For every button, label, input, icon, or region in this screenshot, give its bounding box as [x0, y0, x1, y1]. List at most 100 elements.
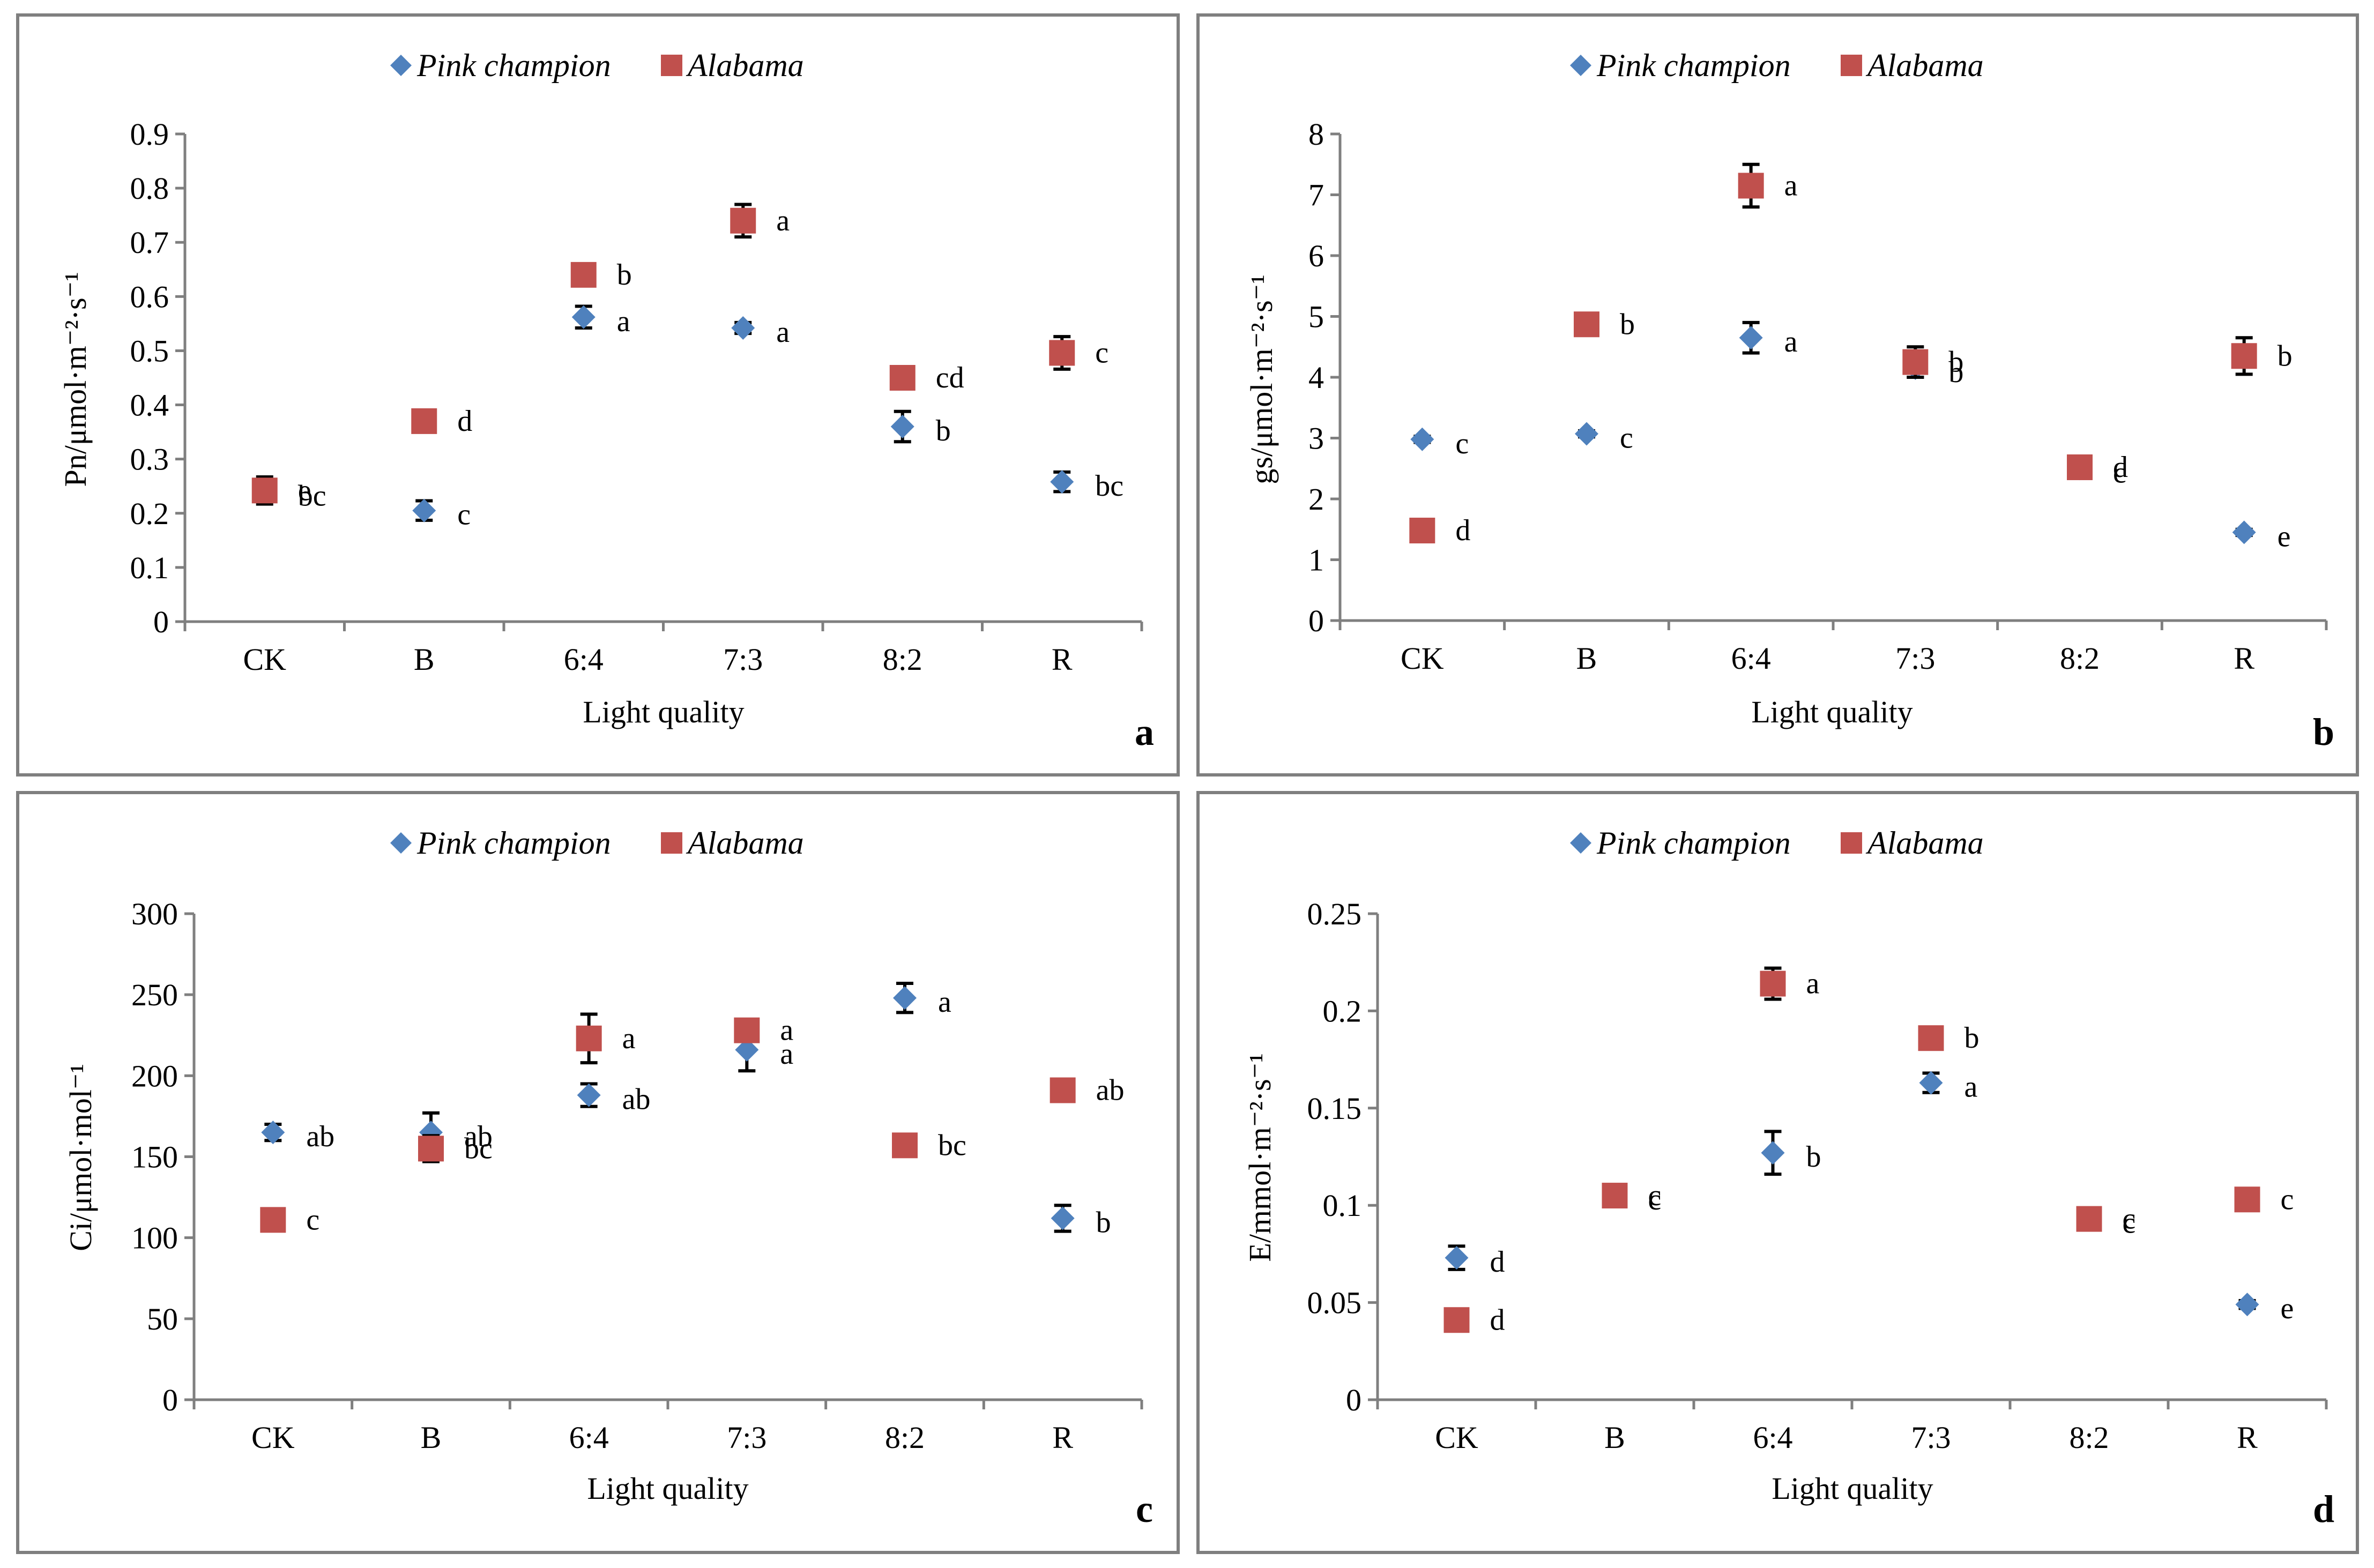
x-tick-label: 7:3 — [1895, 641, 1935, 676]
data-point-diamond — [735, 1037, 759, 1062]
y-tick-label: 0 — [153, 604, 169, 639]
data-point-square — [1602, 1183, 1628, 1209]
y-tick-label: 0.5 — [130, 333, 169, 368]
x-tick-label: 8:2 — [885, 1420, 925, 1455]
legend-square-marker — [1841, 55, 1862, 76]
x-tick-label: CK — [243, 642, 286, 677]
data-point-diamond — [890, 415, 914, 438]
y-tick-label: 50 — [147, 1302, 178, 1336]
y-tick-label: 0.05 — [1307, 1286, 1362, 1320]
significance-letter: e — [2278, 520, 2291, 553]
significance-letter: bc — [938, 1129, 966, 1162]
panel-c-legend: Pink champion Alabama — [390, 825, 804, 861]
y-tick-label: 0.1 — [130, 550, 169, 585]
legend-diamond-marker — [1570, 832, 1591, 854]
significance-letter: bc — [298, 479, 326, 512]
x-tick-label: R — [1052, 1420, 1073, 1455]
panel-a-x-axis-title: Light quality — [583, 695, 744, 729]
data-point-square — [892, 1132, 918, 1159]
data-point-diamond — [1410, 427, 1434, 451]
y-tick-label: 0.3 — [130, 442, 169, 477]
data-point-square — [1738, 173, 1764, 199]
significance-letter: b — [1096, 1206, 1111, 1239]
panel-a-frame — [16, 13, 1180, 776]
x-tick-label: 7:3 — [723, 642, 763, 677]
data-point-square — [1574, 311, 1599, 338]
panel-b-plot: 0 1 2 3 4 5 6 7 8 CK B 6:4 7:3 8:2 Rc c a b c e d b a b d b — [1308, 117, 2328, 676]
data-point-diamond — [1445, 1246, 1469, 1270]
significance-letter: b — [936, 414, 951, 447]
x-tick-label: 8:2 — [883, 642, 922, 677]
panel-c-letter: c — [1136, 1488, 1153, 1530]
y-tick-label: 4 — [1308, 360, 1324, 395]
data-point-diamond — [1919, 1071, 1943, 1095]
significance-letter: b — [617, 258, 632, 292]
significance-letter: c — [1648, 1179, 1662, 1212]
x-tick-label: B — [1604, 1420, 1625, 1455]
significance-letter: d — [457, 405, 472, 438]
panel-c-x-axis-title: Light quality — [587, 1471, 748, 1506]
panel-d-letter: d — [2313, 1488, 2334, 1530]
data-point-square — [1760, 970, 1786, 997]
significance-letter: c — [2281, 1183, 2294, 1216]
series-alabama: d b a b d b — [1409, 162, 2293, 547]
y-tick-label: 0.25 — [1307, 897, 1362, 931]
significance-letter: c — [2113, 456, 2126, 489]
x-tick-label: B — [414, 642, 435, 677]
x-tick-label: 8:2 — [2069, 1420, 2109, 1455]
significance-letter: c — [1095, 336, 1108, 369]
data-point-diamond — [2232, 520, 2256, 544]
significance-letter: a — [776, 316, 790, 349]
panel-b-letter: b — [2313, 711, 2334, 753]
y-tick-label: 0.2 — [130, 496, 169, 531]
significance-letter: bc — [1095, 469, 1123, 503]
data-point-diamond — [1050, 470, 1074, 494]
x-tick-label: 8:2 — [2060, 641, 2100, 676]
legend-square-marker — [661, 832, 682, 854]
y-tick-label: 2 — [1308, 482, 1324, 517]
significance-letter: ab — [1096, 1074, 1125, 1107]
data-point-diamond — [2235, 1293, 2259, 1317]
y-tick-label: 0.7 — [130, 225, 169, 260]
legend-square-marker — [1841, 832, 1862, 854]
significance-letter: a — [780, 1037, 793, 1071]
data-point-square — [2234, 1186, 2260, 1213]
legend-alabama-label: Alabama — [1865, 825, 1984, 861]
significance-letter: c — [2123, 1207, 2136, 1240]
legend-pink-champion-label: Pink champion — [416, 825, 611, 861]
y-tick-label: 200 — [131, 1058, 178, 1093]
y-tick-label: 6 — [1308, 238, 1324, 273]
data-point-diamond — [412, 498, 436, 522]
legend-alabama-label: Alabama — [1865, 48, 1984, 83]
legend-pink-champion-label: Pink champion — [416, 48, 611, 83]
data-point-square — [1409, 518, 1435, 544]
x-tick-label: CK — [1401, 641, 1444, 676]
panel-a-plot: 0 0.1 0.2 0.3 0.4 0.5 0.6 0.7 0.8 0.9 CK B 6:4 7:3 8:2… — [130, 117, 1143, 677]
y-tick-label: 5 — [1308, 300, 1324, 334]
panel-c-y-axis-title: Ci/μmol·mol⁻¹ — [63, 1064, 98, 1251]
panel-d-legend: Pink champion Alabama — [1570, 825, 1984, 861]
y-tick-label: 0 — [1346, 1383, 1361, 1417]
x-tick-label: 6:4 — [1731, 641, 1771, 676]
x-tick-label: R — [2234, 641, 2254, 676]
x-tick-label: R — [2237, 1420, 2258, 1455]
x-tick-label: B — [421, 1420, 442, 1455]
significance-letter: c — [1620, 422, 1633, 455]
data-point-square — [260, 1207, 286, 1233]
y-tick-label: 150 — [131, 1140, 178, 1175]
panel-c-frame — [16, 791, 1180, 1554]
y-tick-label: 300 — [131, 897, 178, 931]
data-point-square — [576, 1025, 602, 1051]
y-tick-label: 0.4 — [130, 388, 169, 423]
legend-square-marker — [661, 55, 682, 76]
significance-letter: c — [1648, 1183, 1662, 1216]
significance-letter: c — [1455, 427, 1469, 460]
significance-letter: b — [2278, 339, 2293, 372]
significance-letter: a — [622, 1022, 636, 1055]
y-tick-label: 8 — [1308, 117, 1324, 152]
panel-a-legend: Pink champion Alabama — [390, 48, 804, 83]
